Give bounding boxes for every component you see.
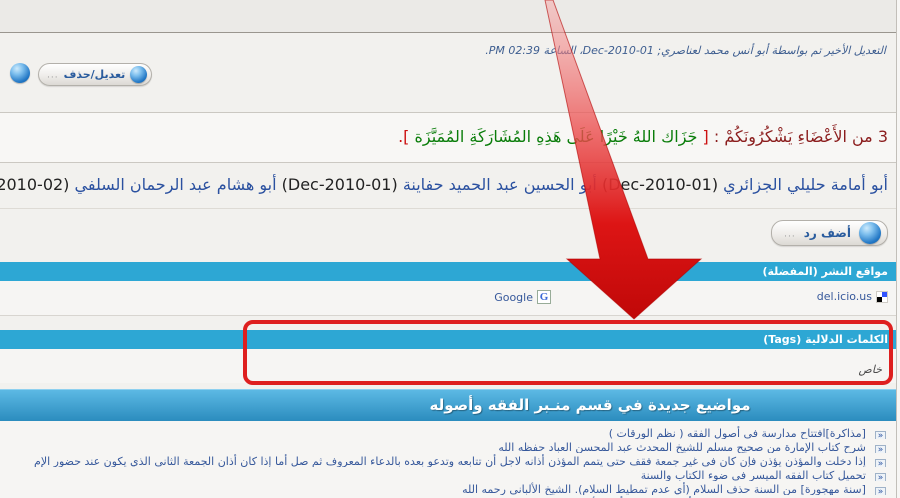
thanks-open-bracket: [ xyxy=(702,127,709,146)
goto-topic-icon[interactable] xyxy=(875,445,886,453)
tag-link[interactable]: خاص xyxy=(858,363,882,376)
post-body-area xyxy=(0,0,896,33)
last-edit-row: التعديل الأخير تم بواسطة أبو أنس محمد لع… xyxy=(0,33,896,57)
spacer xyxy=(0,316,896,330)
goto-topic-icon[interactable] xyxy=(875,487,886,495)
edit-delete-label: تعديل/حذف xyxy=(63,68,126,81)
post-controls-row: تعديل/حذف xyxy=(0,56,896,104)
topic-link[interactable]: تحميل كتاب الفقه الميسر في ضوء الكتاب وا… xyxy=(640,469,866,481)
topic-link[interactable]: إذا دخلت والمؤذن يؤذن فإن كان في غير جمع… xyxy=(34,455,866,467)
add-reply-row: أضف رد xyxy=(0,209,896,258)
spacer xyxy=(0,104,896,112)
new-topics-header-label: مواضيع جديدة في قسم منـبر الفقه وأصوله xyxy=(429,396,751,414)
menu-dots-icon xyxy=(784,224,796,243)
tags-row: خاص xyxy=(0,349,896,383)
topic-row: تحميل كتاب الفقه الميسر في ضوء الكتاب وا… xyxy=(0,467,886,481)
tags-header-label: الكلمات الدلالية (Tags) xyxy=(763,333,888,346)
thanks-box: 3 من الأَعْضَاءِ يَشْكُرُونَكُمْ : [ جَز… xyxy=(0,112,896,163)
tags-header-bar: الكلمات الدلالية (Tags) xyxy=(0,330,896,349)
topic-row: إذا دخلت والمؤذن يؤذن فإن كان في غير جمع… xyxy=(0,453,886,467)
thanks-close-bracket: ]. xyxy=(398,127,410,146)
delicious-label: del.icio.us xyxy=(816,290,872,303)
user-link[interactable]: أبو أمامة حليلي الجزائري xyxy=(723,175,888,194)
menu-dots-icon xyxy=(47,65,59,84)
topic-link[interactable]: [سنة مهجورة] من السنة حذف السلام (أي عدم… xyxy=(462,483,866,495)
delicious-icon xyxy=(876,290,888,303)
bookmarks-row: del.icio.us G Google xyxy=(0,281,896,316)
goto-topic-icon[interactable] xyxy=(875,473,886,481)
topic-row: [مذاكرة]افتتاح مدارسة في أصول الفقه ( نظ… xyxy=(0,425,886,439)
google-label: Google xyxy=(494,290,533,304)
delicious-link[interactable]: del.icio.us xyxy=(817,290,888,303)
add-reply-button[interactable]: أضف رد xyxy=(771,220,888,246)
topic-link[interactable]: شرح كتاب الإمارة من صحيح مسلم للشيخ المح… xyxy=(498,441,866,453)
new-topics-list: [مذاكرة]افتتاح مدارسة في أصول الفقه ( نظ… xyxy=(0,421,896,498)
goto-topic-icon[interactable] xyxy=(875,459,886,467)
google-bookmark-link[interactable]: G Google xyxy=(494,290,551,304)
edit-orb-icon xyxy=(130,66,148,83)
bookmarks-header-label: مواقع النشر (المفضلة) xyxy=(762,265,888,278)
topic-row: [سنة مهجورة] من السنة حذف السلام (أي عدم… xyxy=(0,481,886,495)
multiquote-orb-icon[interactable] xyxy=(10,63,30,83)
thanks-date: (02-Dec-2010) xyxy=(0,175,70,194)
thanks-message: جَزَاك اللهُ خَيْرًا عَلَى هَذِهِ المُشَ… xyxy=(414,127,698,146)
add-reply-label: أضف رد xyxy=(803,226,851,240)
reply-orb-icon xyxy=(859,222,881,244)
thanking-users-row: أبو أمامة حليلي الجزائري (01-Dec-2010) أ… xyxy=(0,163,896,209)
topic-link[interactable]: [مذاكرة]افتتاح مدارسة في أصول الفقه ( نظ… xyxy=(608,427,866,439)
thanks-date: (01-Dec-2010) xyxy=(601,175,719,194)
thanks-count-text: 3 من الأَعْضَاءِ يَشْكُرُونَكُمْ : xyxy=(713,127,888,146)
user-link[interactable]: أبو هشام عبد الرحمان السلفي xyxy=(74,175,277,194)
goto-topic-icon[interactable] xyxy=(875,431,886,439)
google-icon: G xyxy=(537,290,551,304)
edit-delete-button[interactable]: تعديل/حذف xyxy=(38,63,153,86)
user-link[interactable]: أبو الحسين عبد الحميد حفاينة xyxy=(402,175,597,194)
new-topics-header-bar: مواضيع جديدة في قسم منـبر الفقه وأصوله xyxy=(0,389,896,421)
bookmarks-header-bar: مواقع النشر (المفضلة) xyxy=(0,262,896,281)
topic-row: شرح كتاب الإمارة من صحيح مسلم للشيخ المح… xyxy=(0,439,886,453)
thanks-date: (01-Dec-2010) xyxy=(281,175,398,194)
